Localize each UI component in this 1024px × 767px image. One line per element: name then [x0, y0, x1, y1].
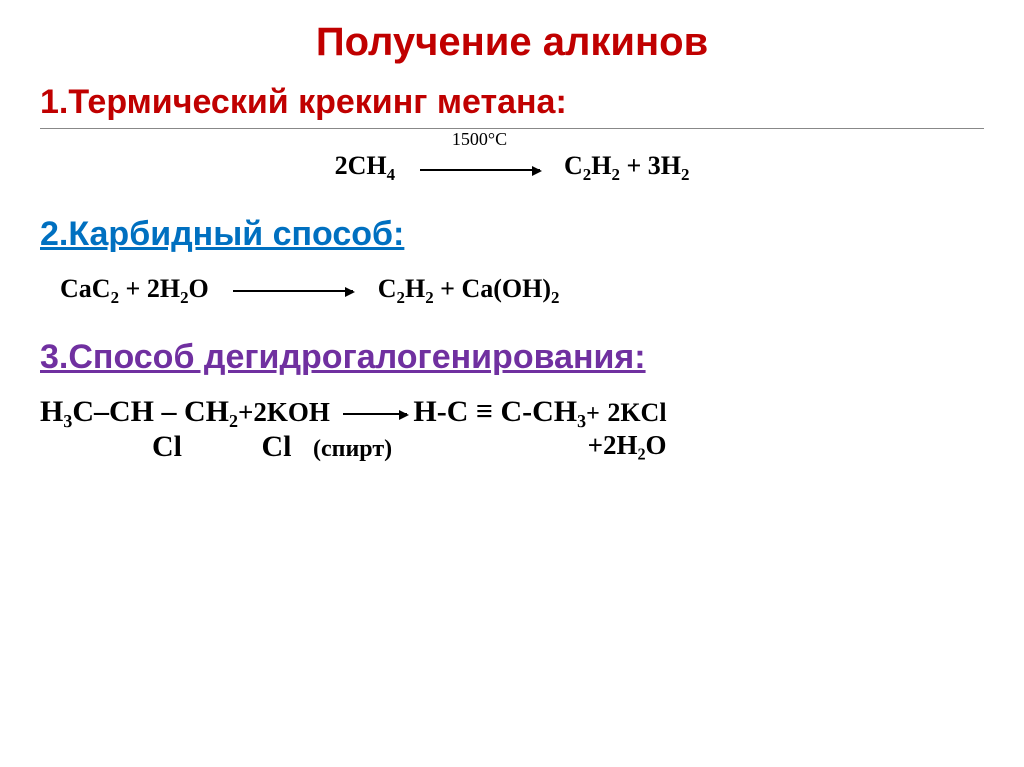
eq1-r2: H: [591, 151, 611, 180]
section-3-text: 3.Способ дегидрогалогенирования:: [40, 338, 646, 376]
eq3-kcl: 2KCl: [607, 398, 666, 427]
divider: [40, 128, 984, 129]
arrow-1-label: 1500°С: [452, 129, 507, 150]
section-2-text: 2.Карбидный способ:: [40, 215, 404, 253]
section-heading-1: 1.Термический крекинг метана:: [40, 83, 984, 122]
eq1-r1s: 2: [583, 165, 591, 184]
arrow-2: [233, 290, 353, 292]
eq3-koh: +2KOH: [238, 397, 330, 427]
eq3-spirt: (спирт): [313, 436, 392, 462]
eq3-cl2: Cl: [262, 430, 292, 463]
arrow-1: 1500°С: [420, 153, 540, 183]
arrow-3: [343, 413, 407, 415]
title-text: Получение алкинов: [316, 20, 708, 64]
equation-carbide: CaC2 + 2H2O C2H2 + Ca(OH)2: [60, 274, 984, 308]
page-title: Получение алкинов: [40, 20, 984, 65]
eq1-r1: C: [564, 151, 583, 180]
eq2-r1: C: [378, 274, 397, 303]
eq1-r2s: 2: [611, 165, 619, 184]
equation-dehydrohalogenation: H₃C–CH – CH₂+2KOH Cl Cl (спирт) H-C ≡ C-…: [40, 395, 984, 464]
section-heading-3: 3.Способ дегидрогалогенирования:: [40, 338, 984, 377]
eq2-r2s: 2: [425, 288, 433, 307]
eq1-r3s: 2: [681, 165, 689, 184]
eq1-left-sub: 4: [387, 165, 395, 184]
eq3-h2o: +2H₂O: [588, 430, 667, 460]
eq2-r3: + Ca(OH): [434, 274, 551, 303]
eq2-l2s: 2: [180, 288, 188, 307]
eq2-r2: H: [405, 274, 425, 303]
equation-cracking: 2CH4 1500°С C2H2 + 3H2: [40, 151, 984, 185]
eq2-r3s: 2: [551, 288, 559, 307]
eq3-left-top: H₃C–CH – CH₂: [40, 395, 238, 428]
eq3-right-top: H-C ≡ C-CH₃: [413, 395, 586, 428]
eq3-rplus: +: [586, 401, 600, 427]
eq2-l1: CaC: [60, 274, 111, 303]
eq1-plus: + 3H: [620, 151, 681, 180]
section-heading-2: 2.Карбидный способ:: [40, 215, 984, 254]
eq2-l1s: 2: [111, 288, 119, 307]
eq2-l2: + 2H: [119, 274, 180, 303]
eq1-left: 2CH: [335, 151, 387, 180]
eq2-l3: O: [189, 274, 209, 303]
section-1-text: 1.Термический крекинг метана:: [40, 83, 567, 121]
eq2-r1s: 2: [397, 288, 405, 307]
eq3-cl1: Cl: [152, 430, 182, 463]
